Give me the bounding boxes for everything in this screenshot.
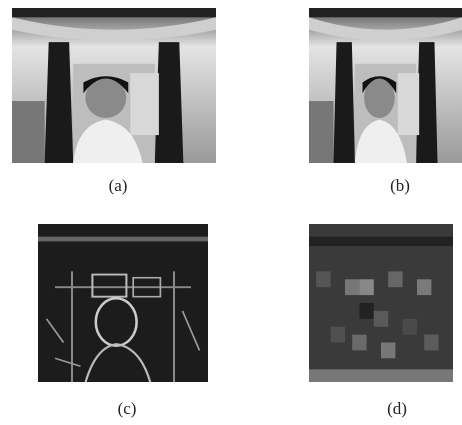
- image-c: [38, 224, 208, 382]
- figure: (a) (b) (c) (d): [0, 0, 462, 425]
- caption: (a): [109, 176, 128, 195]
- image-d: [309, 224, 453, 382]
- caption: (c): [118, 399, 137, 418]
- caption: (b): [390, 176, 410, 195]
- page: (a) (b) (c) (d) (() => { const data = JS…: [0, 0, 462, 425]
- image-b: [309, 8, 462, 163]
- caption: (d): [387, 399, 407, 418]
- image-a: [12, 8, 216, 163]
